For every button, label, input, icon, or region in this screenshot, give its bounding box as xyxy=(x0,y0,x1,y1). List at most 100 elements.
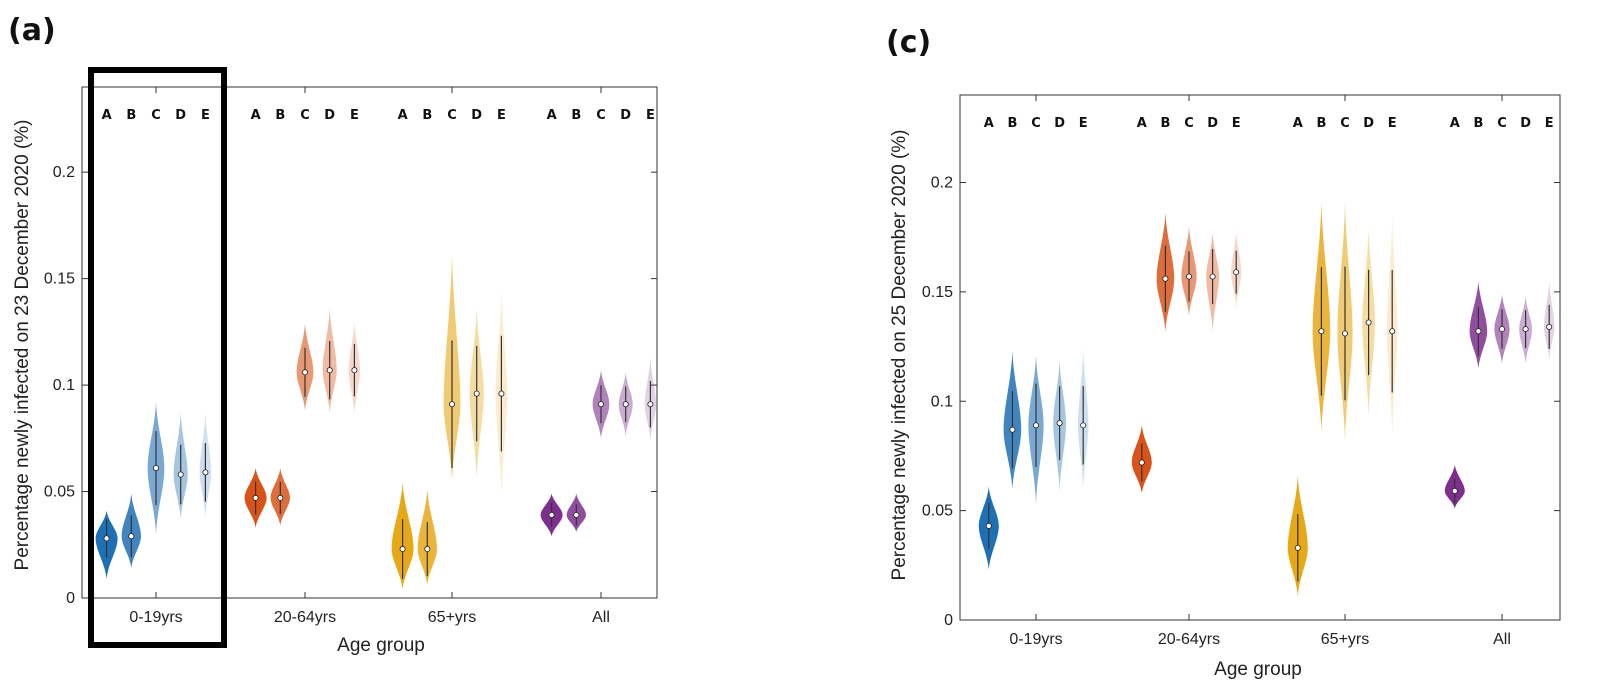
scenario-label-A: A xyxy=(102,108,112,123)
median-marker xyxy=(1522,326,1529,333)
panel-c-plot: 0 0.05 0.1 0.15 0.2 0-19yrs 20-64yrs 65+yrs All A… xyxy=(922,94,1561,648)
x-tick-label: All xyxy=(1493,631,1511,648)
scenario-label-D: D xyxy=(620,108,631,123)
y-tick-label: 0.15 xyxy=(44,271,75,288)
panel-c-ylabel: Percentage newly infected on 25 December… xyxy=(889,130,910,581)
median-marker xyxy=(1365,319,1372,326)
scenario-label-D: D xyxy=(175,108,186,123)
panel-c-letter: (c) xyxy=(886,25,931,60)
median-marker xyxy=(1033,422,1040,429)
scenario-label-E: E xyxy=(1388,116,1397,131)
median-marker xyxy=(1162,275,1169,282)
scenario-label-B: B xyxy=(126,108,136,123)
median-marker xyxy=(1389,328,1396,335)
scenario-label-E: E xyxy=(497,108,506,123)
scenario-label-D: D xyxy=(1520,116,1531,131)
panel-a-plot: 0 0.05 0.1 0.15 0.2 0-19yrs 20-64yrs 65+yrs All A… xyxy=(44,86,658,626)
median-marker xyxy=(1009,426,1016,433)
median-marker xyxy=(1233,269,1240,276)
median-marker xyxy=(1342,330,1349,337)
y-tick-label: 0.2 xyxy=(931,175,953,192)
scenario-label-A: A xyxy=(251,108,261,123)
median-marker xyxy=(1546,323,1553,330)
scenario-label-D: D xyxy=(324,108,335,123)
scenario-label-A: A xyxy=(398,108,408,123)
median-marker xyxy=(573,511,580,518)
scenario-label-E: E xyxy=(1545,116,1554,131)
scenario-label-A: A xyxy=(1293,116,1303,131)
scenario-label-B: B xyxy=(1007,116,1017,131)
scenario-label-D: D xyxy=(471,108,482,123)
median-marker xyxy=(1294,544,1301,551)
scenario-label-B: B xyxy=(571,108,581,123)
median-marker xyxy=(277,494,284,501)
median-marker xyxy=(1056,420,1063,427)
scenario-label-C: C xyxy=(447,108,457,123)
scenario-label-B: B xyxy=(275,108,285,123)
median-marker xyxy=(399,546,406,553)
scenario-label-A: A xyxy=(547,108,557,123)
scenario-label-C: C xyxy=(300,108,310,123)
y-tick-label: 0.1 xyxy=(53,377,75,394)
scenario-label-A: A xyxy=(984,116,994,131)
median-marker xyxy=(301,369,308,376)
scenario-label-B: B xyxy=(422,108,432,123)
median-marker xyxy=(598,401,605,408)
scenario-label-D: D xyxy=(1054,116,1065,131)
y-tick-label: 0 xyxy=(66,590,75,607)
x-tick-label: 65+yrs xyxy=(428,609,476,626)
scenario-label-B: B xyxy=(1473,116,1483,131)
median-marker xyxy=(424,546,431,553)
scenario-label-A: A xyxy=(1137,116,1147,131)
y-tick-label: 0.05 xyxy=(44,484,75,501)
scenario-label-D: D xyxy=(1207,116,1218,131)
median-marker xyxy=(1080,422,1087,429)
scenario-label-C: C xyxy=(1340,116,1350,131)
x-tick-label: 20-64yrs xyxy=(1158,631,1220,648)
panel-c-xlabel: Age group xyxy=(1214,659,1302,680)
median-marker xyxy=(1209,273,1216,280)
plot-frame xyxy=(959,94,1561,621)
scenario-label-D: D xyxy=(1363,116,1374,131)
median-marker xyxy=(1186,273,1193,280)
median-marker xyxy=(152,465,159,472)
scenario-label-E: E xyxy=(1232,116,1241,131)
highlight-box xyxy=(88,67,227,648)
x-tick-label: 0-19yrs xyxy=(1009,631,1062,648)
scenario-label-B: B xyxy=(1160,116,1170,131)
median-marker xyxy=(351,367,358,374)
median-marker xyxy=(498,390,505,397)
scenario-label-C: C xyxy=(1031,116,1041,131)
y-tick-label: 0.2 xyxy=(53,164,75,181)
x-tick-label: All xyxy=(592,609,610,626)
y-tick-label: 0.1 xyxy=(931,393,953,410)
median-marker xyxy=(1138,459,1145,466)
y-tick-label: 0 xyxy=(944,612,953,629)
scenario-label-C: C xyxy=(596,108,606,123)
median-marker xyxy=(177,471,184,478)
median-marker xyxy=(252,494,259,501)
scenario-label-C: C xyxy=(151,108,161,123)
median-marker xyxy=(1499,326,1506,333)
scenario-label-E: E xyxy=(201,108,210,123)
scenario-label-E: E xyxy=(646,108,655,123)
scenario-label-C: C xyxy=(1184,116,1194,131)
median-marker xyxy=(548,511,555,518)
scenario-label-A: A xyxy=(1450,116,1460,131)
median-marker xyxy=(326,367,333,374)
median-marker xyxy=(103,535,110,542)
y-tick-label: 0.15 xyxy=(922,284,953,301)
median-marker xyxy=(448,401,455,408)
median-marker xyxy=(647,401,654,408)
median-marker xyxy=(1318,328,1325,335)
scenario-label-B: B xyxy=(1316,116,1326,131)
median-marker xyxy=(1451,487,1458,494)
y-tick-label: 0.05 xyxy=(922,503,953,520)
x-tick-label: 65+yrs xyxy=(1321,631,1369,648)
median-marker xyxy=(622,401,629,408)
scenario-label-E: E xyxy=(1079,116,1088,131)
median-marker xyxy=(1475,328,1482,335)
scenario-label-E: E xyxy=(350,108,359,123)
panel-a-xlabel: Age group xyxy=(337,635,425,656)
median-marker xyxy=(985,522,992,529)
